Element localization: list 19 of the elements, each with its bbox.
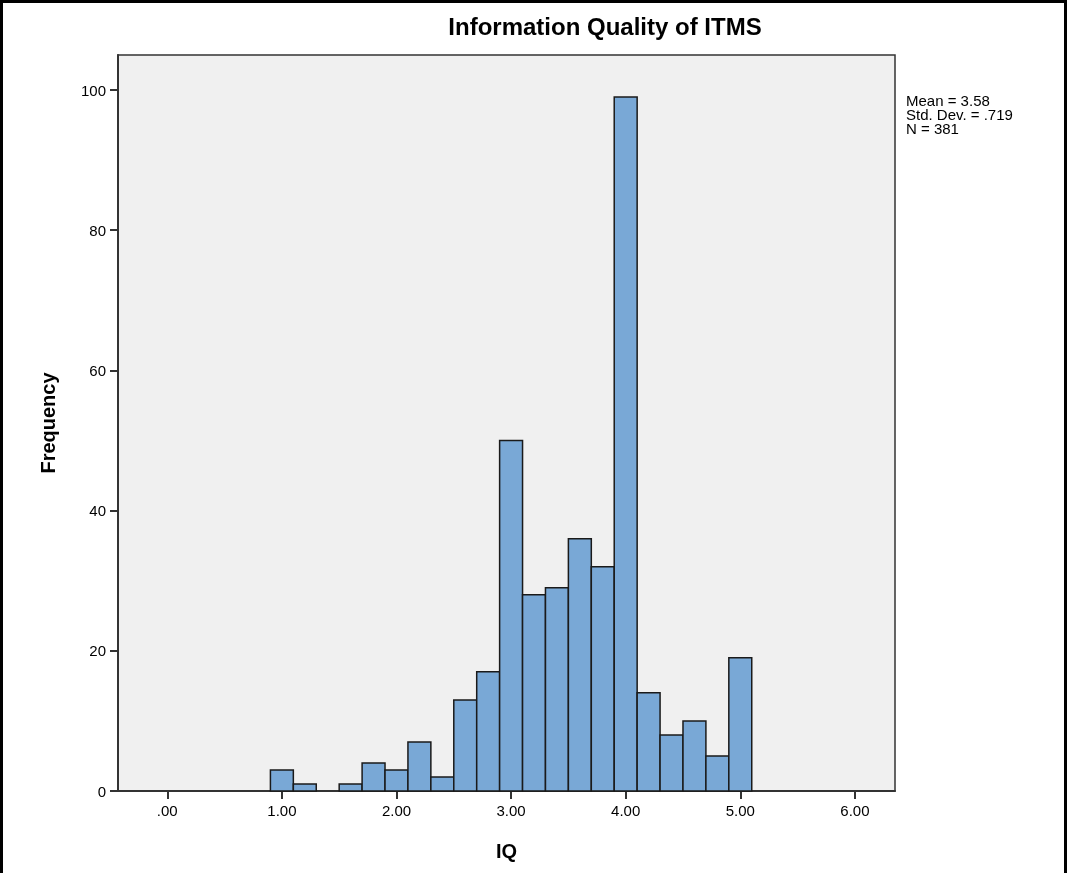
y-axis-title: Frequency — [37, 371, 59, 474]
x-axis-title: IQ — [495, 840, 518, 862]
x-tick-label: 2.00 — [381, 802, 412, 819]
x-tick-label: 6.00 — [840, 802, 870, 819]
x-tick-label: 3.00 — [496, 802, 526, 819]
text: N = 381 — [906, 120, 960, 137]
y-tick-label: 80 — [89, 221, 106, 239]
y-tick-label: 100 — [80, 81, 106, 99]
chart-title: Information Quality of ITMS — [448, 12, 762, 40]
y-tick-label: 0 — [97, 782, 106, 800]
x-tick-label: 5.00 — [725, 802, 755, 819]
y-tick-label: 20 — [89, 642, 106, 660]
x-tick-label: .00 — [156, 802, 178, 819]
x-tick-label: 4.00 — [611, 802, 641, 819]
y-tick-label: 40 — [89, 502, 106, 520]
text: Std. Dev. = .719 — [906, 106, 1013, 123]
y-tick-label: 60 — [89, 361, 106, 379]
x-tick-label: 1.00 — [267, 802, 297, 819]
text: Mean = 3.58 — [906, 92, 991, 109]
